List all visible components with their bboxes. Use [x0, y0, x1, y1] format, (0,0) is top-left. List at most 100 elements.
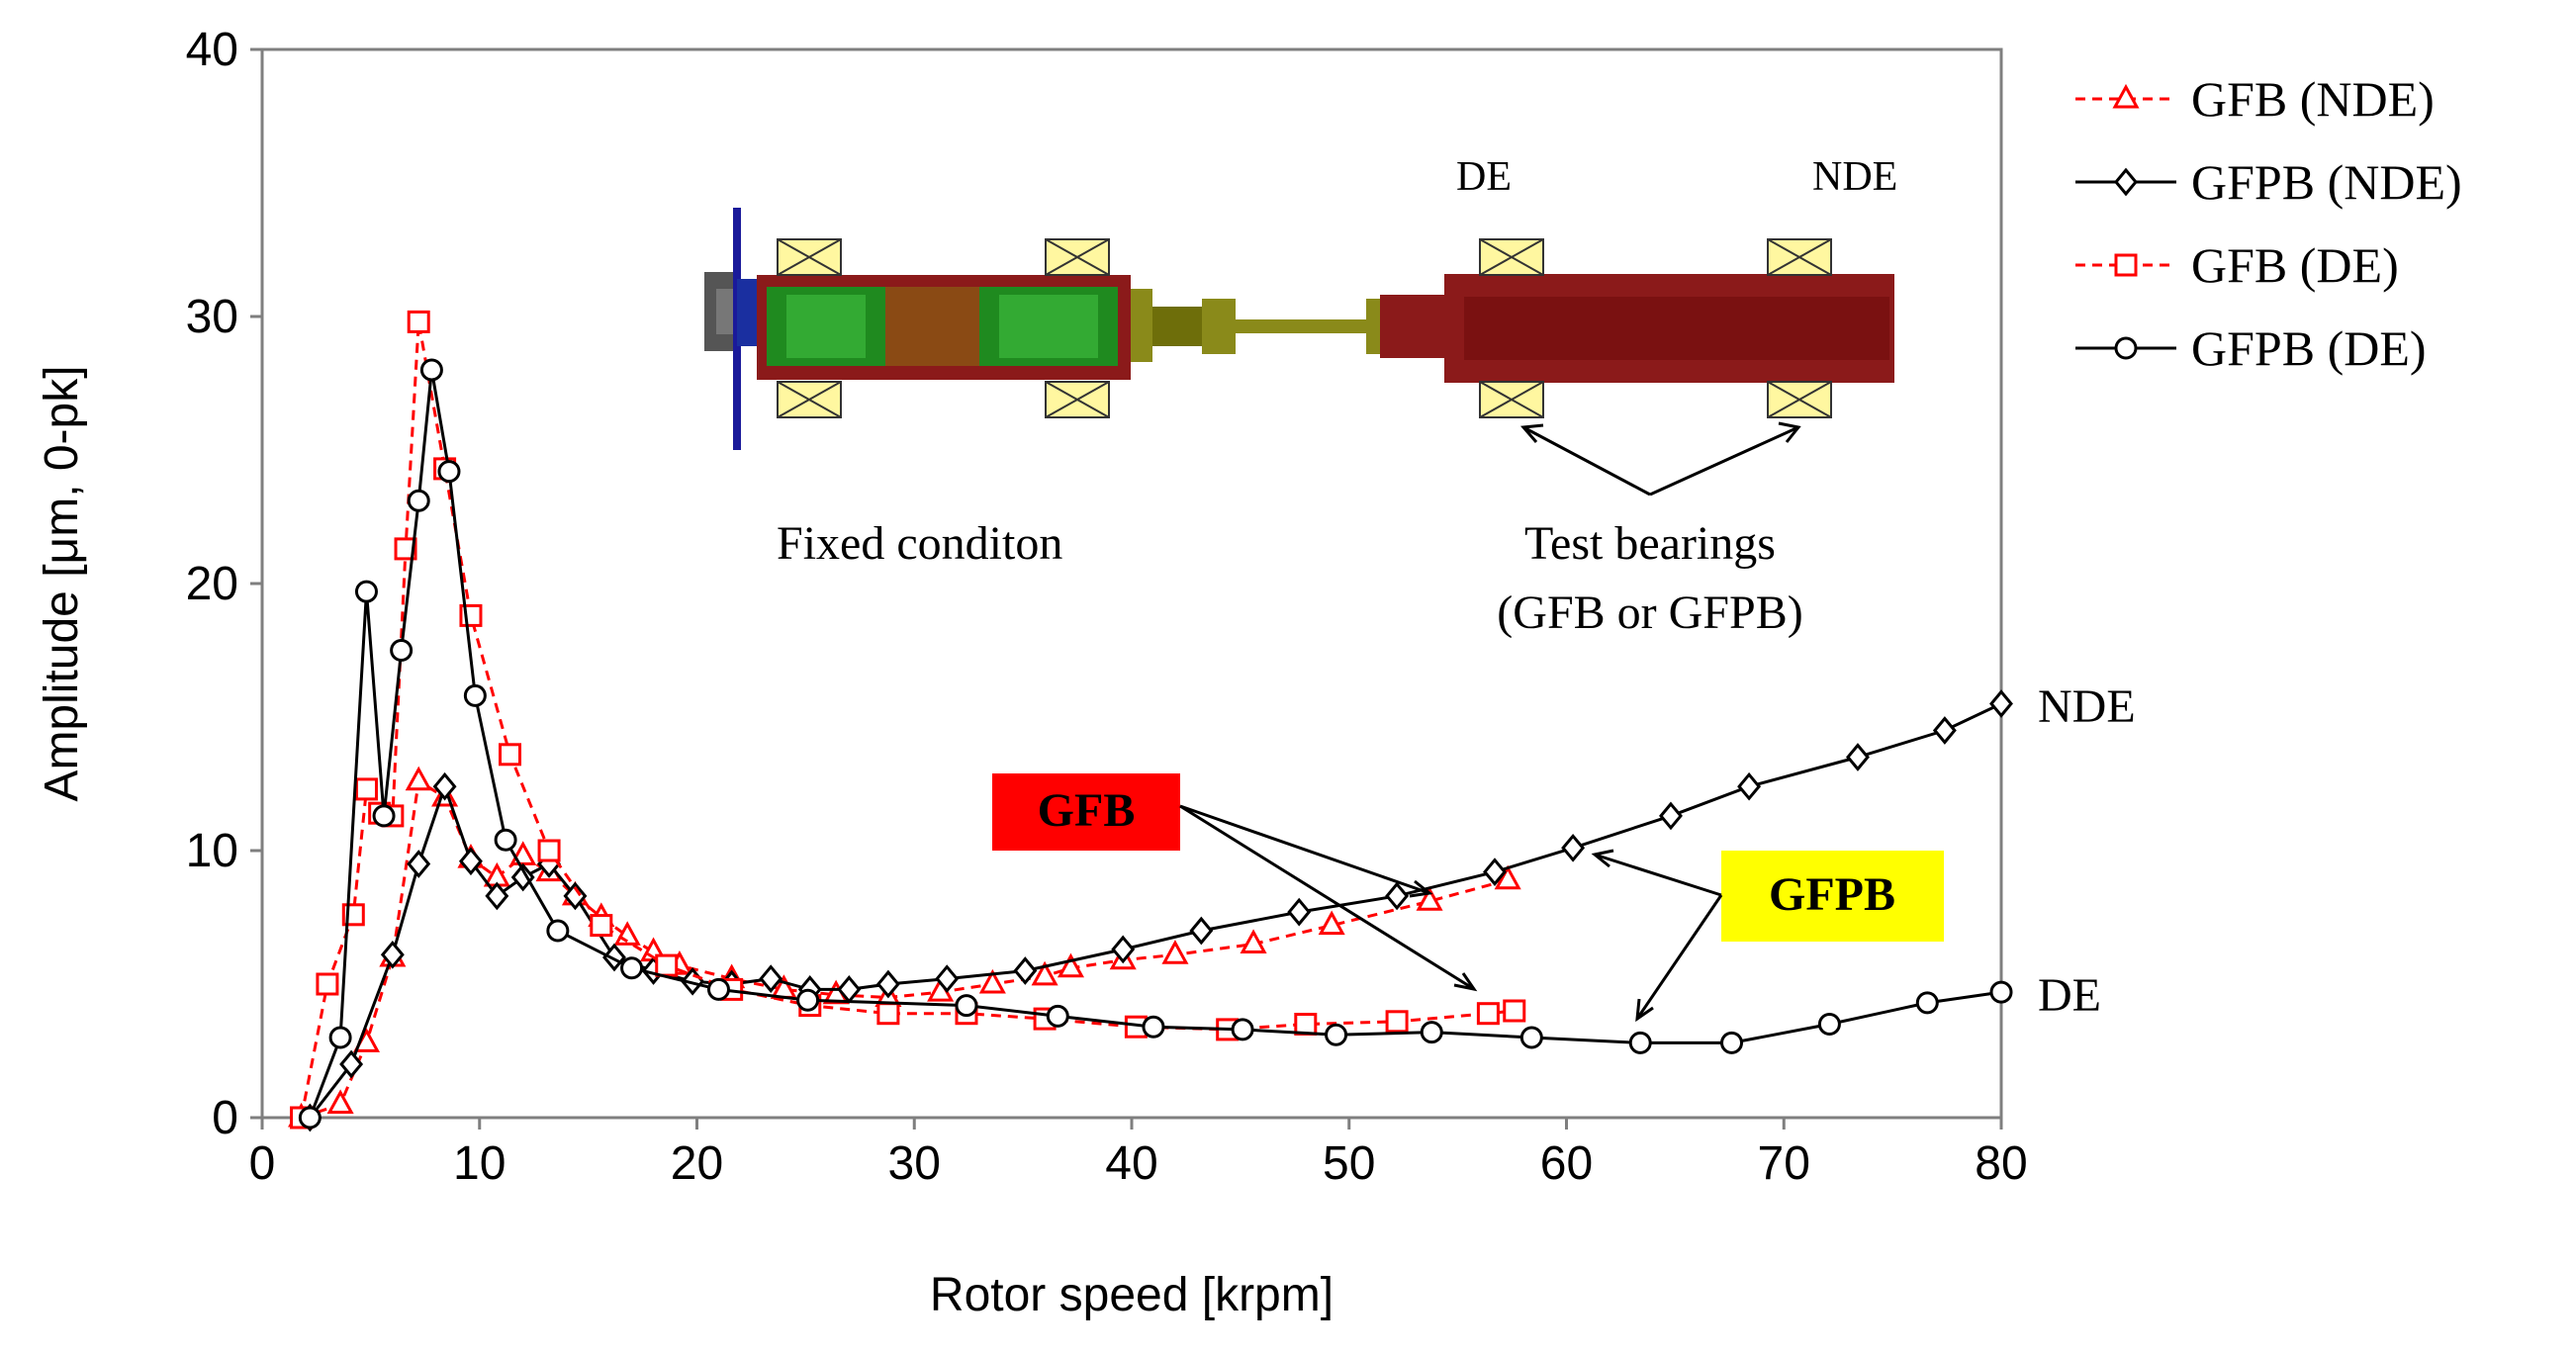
data-point-gfpb-de — [1519, 1026, 1543, 1049]
data-point-gfb-nde — [1494, 864, 1521, 890]
axes: 0 10 20 30 40 50 60 70 80 0 10 20 30 40 — [186, 24, 2028, 1190]
data-point-gfpb-de — [1325, 1023, 1348, 1046]
data-point-gfpb-de — [1720, 1031, 1744, 1054]
data-point-gfb-nde — [1057, 952, 1085, 978]
data-point-gfpb-nde — [935, 964, 960, 993]
data-point-gfpb-de — [1915, 991, 1939, 1015]
data-point-gfpb-de — [407, 489, 430, 512]
x-tick-label: 50 — [1323, 1137, 1375, 1190]
data-point-gfpb-de — [1231, 1018, 1254, 1041]
gfpb-pointer-arrows — [1591, 849, 1723, 1023]
data-point-gfb-nde — [1240, 929, 1267, 953]
data-point-gfpb-nde — [1385, 881, 1410, 911]
series-line-gfb-de — [300, 321, 1515, 1119]
x-tick-label: 30 — [888, 1137, 941, 1190]
series-gfb-de — [290, 310, 1526, 1130]
data-point-gfpb-de — [463, 683, 487, 707]
data-point-gfb-de — [354, 777, 378, 801]
data-point-gfb-nde — [1318, 910, 1345, 936]
x-tick-label: 60 — [1540, 1137, 1593, 1190]
end-label-nde: NDE — [2038, 680, 2136, 733]
data-point-gfpb-nde — [432, 771, 457, 801]
data-point-gfpb-nde — [459, 847, 483, 876]
y-tick-label: 0 — [212, 1092, 238, 1144]
data-point-gfpb-nde — [380, 940, 405, 969]
data-point-gfpb-de — [1989, 980, 2013, 1004]
data-point-gfpb-nde — [875, 969, 900, 999]
data-point-gfb-de — [1476, 1002, 1500, 1026]
data-point-gfpb-nde — [485, 881, 509, 911]
data-point-gfpb-de — [354, 580, 378, 603]
test-bearings-pointer-arrows — [1519, 421, 1801, 497]
data-point-gfpb-de — [1420, 1021, 1443, 1044]
series-line-gfb-nde — [301, 778, 1509, 1120]
data-point-gfpb-nde — [1932, 716, 1957, 745]
plot-area — [260, 47, 2003, 1120]
data-point-gfb-nde — [1161, 940, 1189, 964]
data-point-gfb-nde — [1031, 960, 1058, 986]
legend-marker-gfb-de — [2114, 253, 2138, 277]
series-layer — [288, 310, 2013, 1132]
data-point-gfb-nde — [326, 1089, 354, 1114]
data-point-gfpb-de — [955, 994, 978, 1018]
inset-label-nde: NDE — [1812, 154, 1897, 200]
data-point-gfpb-de — [796, 988, 820, 1012]
data-point-gfpb-nde — [1989, 689, 2013, 718]
data-point-gfpb-de — [390, 639, 414, 662]
data-point-gfpb-nde — [1111, 935, 1136, 964]
test-bearings-sublabel: (GFB or GFPB) — [1497, 587, 1802, 639]
data-point-gfpb-nde — [759, 964, 783, 993]
data-point-gfpb-de — [494, 828, 517, 852]
data-point-gfpb-de — [546, 919, 570, 943]
data-point-gfpb-nde — [1483, 858, 1507, 886]
x-tick-label: 20 — [671, 1137, 723, 1190]
data-point-gfpb-de — [372, 804, 396, 828]
data-point-gfb-de — [590, 914, 613, 938]
data-point-gfpb-de — [620, 956, 644, 980]
data-point-gfb-de — [499, 743, 522, 767]
series-gfpb-de — [298, 358, 2013, 1130]
data-point-gfpb-nde — [1013, 956, 1038, 985]
x-tick-label: 10 — [453, 1137, 506, 1190]
data-point-gfb-de — [1385, 1010, 1409, 1034]
x-tick-label: 0 — [249, 1137, 276, 1190]
legend-label-gfpb-de: GFPB (DE) — [2191, 320, 2427, 376]
gfpb-callout-box — [1721, 851, 1944, 942]
gfpb-callout-label: GFPB — [1769, 868, 1895, 921]
data-point-gfb-de — [1503, 999, 1526, 1023]
data-point-gfpb-nde — [1561, 833, 1586, 862]
data-point-gfpb-nde — [563, 881, 588, 911]
x-tick-label: 80 — [1975, 1137, 2027, 1190]
series-gfb-nde — [288, 766, 1521, 1128]
legend-marker-gfpb-nde — [2114, 167, 2138, 197]
data-point-gfb-de — [407, 310, 430, 333]
data-point-gfb-de — [316, 972, 339, 996]
test-bearings-label: Test bearings — [1524, 517, 1776, 570]
data-point-gfpb-de — [328, 1026, 352, 1049]
data-point-gfpb-nde — [1737, 771, 1762, 801]
y-tick-label: 40 — [186, 24, 238, 76]
data-point-gfpb-nde — [1287, 897, 1312, 927]
data-point-gfb-nde — [405, 766, 432, 791]
data-point-gfpb-nde — [339, 1049, 364, 1079]
y-tick-label: 20 — [186, 558, 238, 610]
inset-label-de: DE — [1456, 154, 1512, 200]
data-point-gfpb-de — [1817, 1013, 1841, 1036]
data-point-gfb-de — [537, 839, 561, 862]
data-point-gfpb-de — [1628, 1031, 1652, 1054]
x-axis-label: Rotor speed [krpm] — [930, 1269, 1334, 1321]
data-point-gfpb-nde — [1659, 801, 1683, 831]
gfb-pointer-arrows — [1179, 804, 1478, 992]
data-point-gfpb-nde — [1189, 916, 1214, 946]
y-tick-label: 30 — [186, 291, 238, 343]
legend-marker-gfpb-de — [2114, 336, 2138, 360]
legend-marker-gfb-nde — [2112, 83, 2140, 109]
data-point-gfpb-de — [419, 358, 443, 382]
data-point-gfpb-de — [437, 460, 461, 484]
rotor-schematic-illustration — [704, 208, 1894, 450]
legend-label-gfb-nde: GFB (NDE) — [2191, 71, 2435, 127]
legend-label-gfpb-nde: GFPB (NDE) — [2191, 154, 2462, 210]
legend-label-gfb-de: GFB (DE) — [2191, 237, 2399, 293]
end-label-de: DE — [2038, 969, 2101, 1022]
data-point-gfb-nde — [978, 968, 1006, 994]
